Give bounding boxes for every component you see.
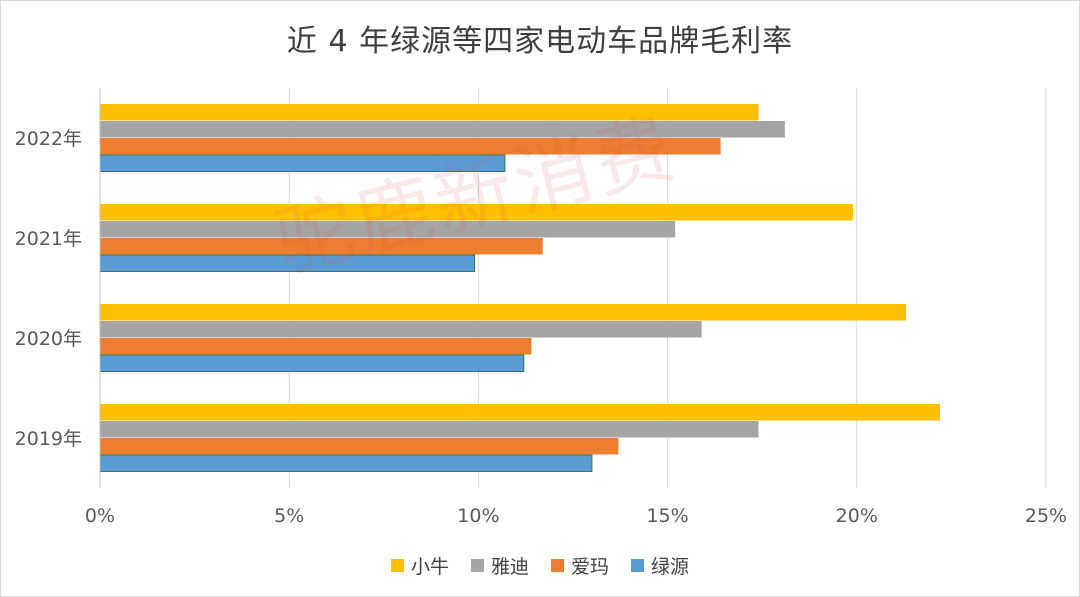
legend-swatch: [390, 559, 404, 572]
x-tick-label: 15%: [646, 505, 688, 527]
legend-item-xiaoniu: 小牛: [390, 552, 449, 579]
x-tick-label: 25%: [1025, 505, 1067, 527]
y-tick-label: 2022年: [15, 128, 82, 150]
y-tick-label: 2021年: [15, 228, 82, 250]
bar-xiaoniu: [100, 204, 854, 221]
bar-xiaoniu: [100, 304, 906, 321]
legend-item-aima: 爱玛: [551, 552, 609, 579]
bar-aima: [100, 438, 619, 455]
x-tick-label: 10%: [457, 505, 499, 527]
x-tick-label: 20%: [836, 505, 878, 527]
bar-yadi: [100, 121, 785, 138]
legend-swatch: [470, 559, 484, 572]
y-tick-label: 2019年: [15, 428, 82, 450]
x-tick-label: 5%: [274, 505, 304, 527]
chart-title: 近 4 年绿源等四家电动车品牌毛利率: [286, 24, 794, 59]
legend-item-yadi: 雅迪: [470, 552, 529, 579]
legend-swatch: [551, 559, 564, 572]
legend-item-lvyuan: 绿源: [631, 552, 689, 579]
chart-legend: 小牛 雅迪 爱玛 绿源: [0, 552, 1080, 579]
legend-label: 绿源: [651, 556, 690, 578]
bar-xiaoniu: [100, 404, 941, 421]
legend-label: 爱玛: [571, 556, 610, 578]
bar-aima: [100, 338, 532, 355]
legend-label: 雅迪: [490, 556, 529, 578]
bar-aima: [100, 138, 721, 155]
bar-yadi: [100, 221, 676, 238]
legend-swatch: [631, 559, 645, 572]
bar-lvyuan: [99, 454, 593, 472]
bar-lvyuan: [99, 354, 525, 372]
y-tick-label: 2020年: [15, 328, 82, 350]
bar-yadi: [100, 421, 759, 438]
bar-aima: [100, 238, 543, 255]
bar-yadi: [100, 321, 702, 338]
x-tick-label: 0%: [85, 505, 115, 527]
bar-xiaoniu: [100, 104, 759, 121]
legend-label: 小牛: [410, 556, 449, 578]
